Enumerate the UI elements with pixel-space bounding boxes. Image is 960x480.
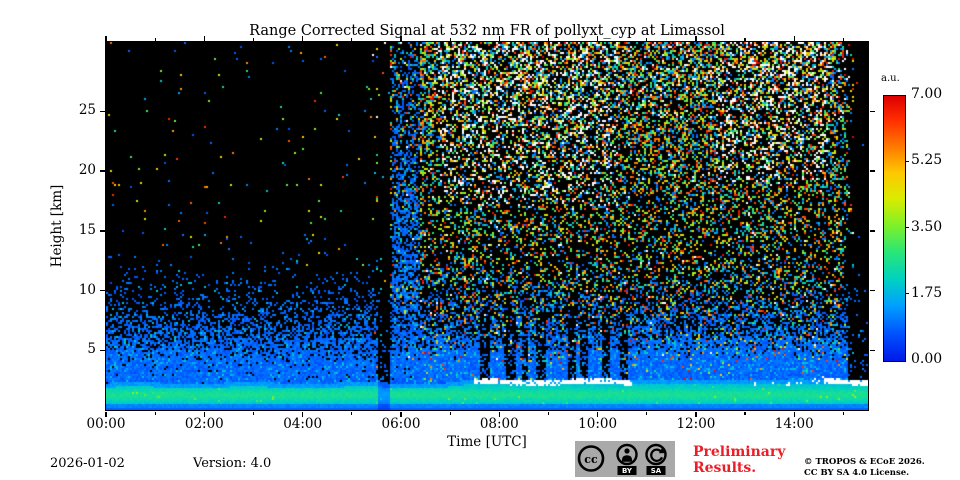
cc-by-sa-badge: cc BY SA (575, 441, 675, 477)
x-minor-tick (547, 411, 550, 415)
y-major-tick (99, 230, 105, 232)
y-major-tick (99, 110, 105, 113)
x-minor-tick-top (351, 37, 353, 41)
colorbar-unit-label: a.u. (881, 73, 900, 84)
cc-logo-icon: cc (577, 445, 605, 472)
colorbar-tick-label: 5.25 (911, 152, 943, 169)
y-major-tick-right (869, 230, 875, 232)
x-major-tick-top (203, 35, 206, 41)
y-major-tick (99, 349, 105, 351)
x-major-tick-top (400, 35, 402, 41)
preliminary-line2: Results. (693, 460, 757, 476)
x-minor-tick-top (646, 37, 648, 41)
x-tick-label: 06:00 (381, 416, 421, 432)
x-tick-label: 08:00 (479, 416, 519, 432)
x-tick-label: 10:00 (578, 416, 618, 432)
x-minor-tick-top (744, 37, 746, 41)
colorbar-tick (905, 226, 909, 229)
x-minor-tick-top (154, 37, 156, 41)
preliminary-results-note: Preliminary Results. (693, 444, 785, 476)
x-major-tick (695, 411, 697, 417)
x-minor-tick-top (449, 37, 451, 41)
x-tick-label: 02:00 (184, 416, 224, 432)
y-major-tick-right (869, 289, 875, 292)
colorbar-tick-label: 7.00 (911, 86, 943, 102)
plot-area (104, 40, 869, 411)
svg-text:SA: SA (651, 467, 662, 475)
colorbar-tick (905, 160, 909, 162)
x-major-tick (105, 411, 107, 417)
x-tick-label: 00:00 (86, 416, 126, 432)
x-minor-tick (252, 411, 255, 415)
cc-sa-arrow-icon: SA (645, 443, 667, 475)
y-tick-label: 5 (87, 341, 96, 358)
colorbar-tick-label: 1.75 (911, 284, 943, 301)
x-minor-tick (842, 411, 844, 415)
x-minor-tick (646, 411, 648, 415)
version-label: Version: 4.0 (193, 456, 272, 471)
x-major-tick (596, 411, 599, 417)
x-major-tick-top (105, 35, 107, 41)
y-tick-label: 15 (78, 221, 96, 238)
y-tick-label: 10 (78, 281, 96, 298)
y-major-tick-right (869, 349, 875, 351)
x-major-tick (400, 411, 402, 417)
x-minor-tick (449, 411, 451, 415)
x-minor-tick (351, 411, 353, 415)
x-minor-tick-top (842, 37, 844, 41)
x-minor-tick (154, 411, 156, 415)
x-tick-label: 12:00 (676, 416, 716, 432)
preliminary-line1: Preliminary (693, 444, 786, 460)
colorbar-tick-label: 0.00 (911, 351, 943, 367)
x-major-tick-top (498, 35, 501, 41)
heatmap-canvas (105, 41, 868, 410)
x-major-tick-top (695, 35, 697, 41)
y-tick-label: 25 (78, 102, 96, 119)
cc-by-person-icon: BY (616, 443, 638, 475)
colorbar-tick-label: 3.50 (911, 218, 943, 235)
copyright-line2: CC BY SA 4.0 License. (804, 467, 910, 478)
chart-title: Range Corrected Signal at 532 nm FR of p… (249, 23, 725, 39)
measurement-date: 2026-01-02 (50, 456, 125, 471)
x-tick-label: 14:00 (774, 416, 814, 432)
x-minor-tick-top (547, 37, 550, 41)
x-major-tick (301, 411, 304, 417)
x-axis-label: Time [UTC] (447, 434, 527, 450)
x-major-tick-top (596, 35, 599, 41)
y-major-tick (99, 289, 105, 292)
x-minor-tick (744, 411, 746, 415)
y-tick-label: 20 (78, 162, 96, 179)
x-major-tick (498, 411, 501, 417)
y-major-tick-right (869, 170, 875, 172)
y-major-tick-right (869, 110, 875, 113)
x-major-tick (203, 411, 206, 417)
x-minor-tick-top (252, 37, 255, 41)
x-major-tick-top (301, 35, 304, 41)
copyright-note: © TROPOS & ECoE 2026. CC BY SA 4.0 Licen… (804, 457, 925, 478)
svg-text:BY: BY (622, 467, 633, 475)
x-major-tick (793, 411, 795, 417)
copyright-line1: © TROPOS & ECoE 2026. (804, 457, 925, 467)
y-major-tick (99, 170, 105, 172)
colorbar (883, 95, 906, 362)
colorbar-tick (905, 293, 909, 295)
x-tick-label: 04:00 (283, 416, 323, 432)
svg-text:cc: cc (584, 453, 598, 466)
x-major-tick-top (793, 35, 795, 41)
